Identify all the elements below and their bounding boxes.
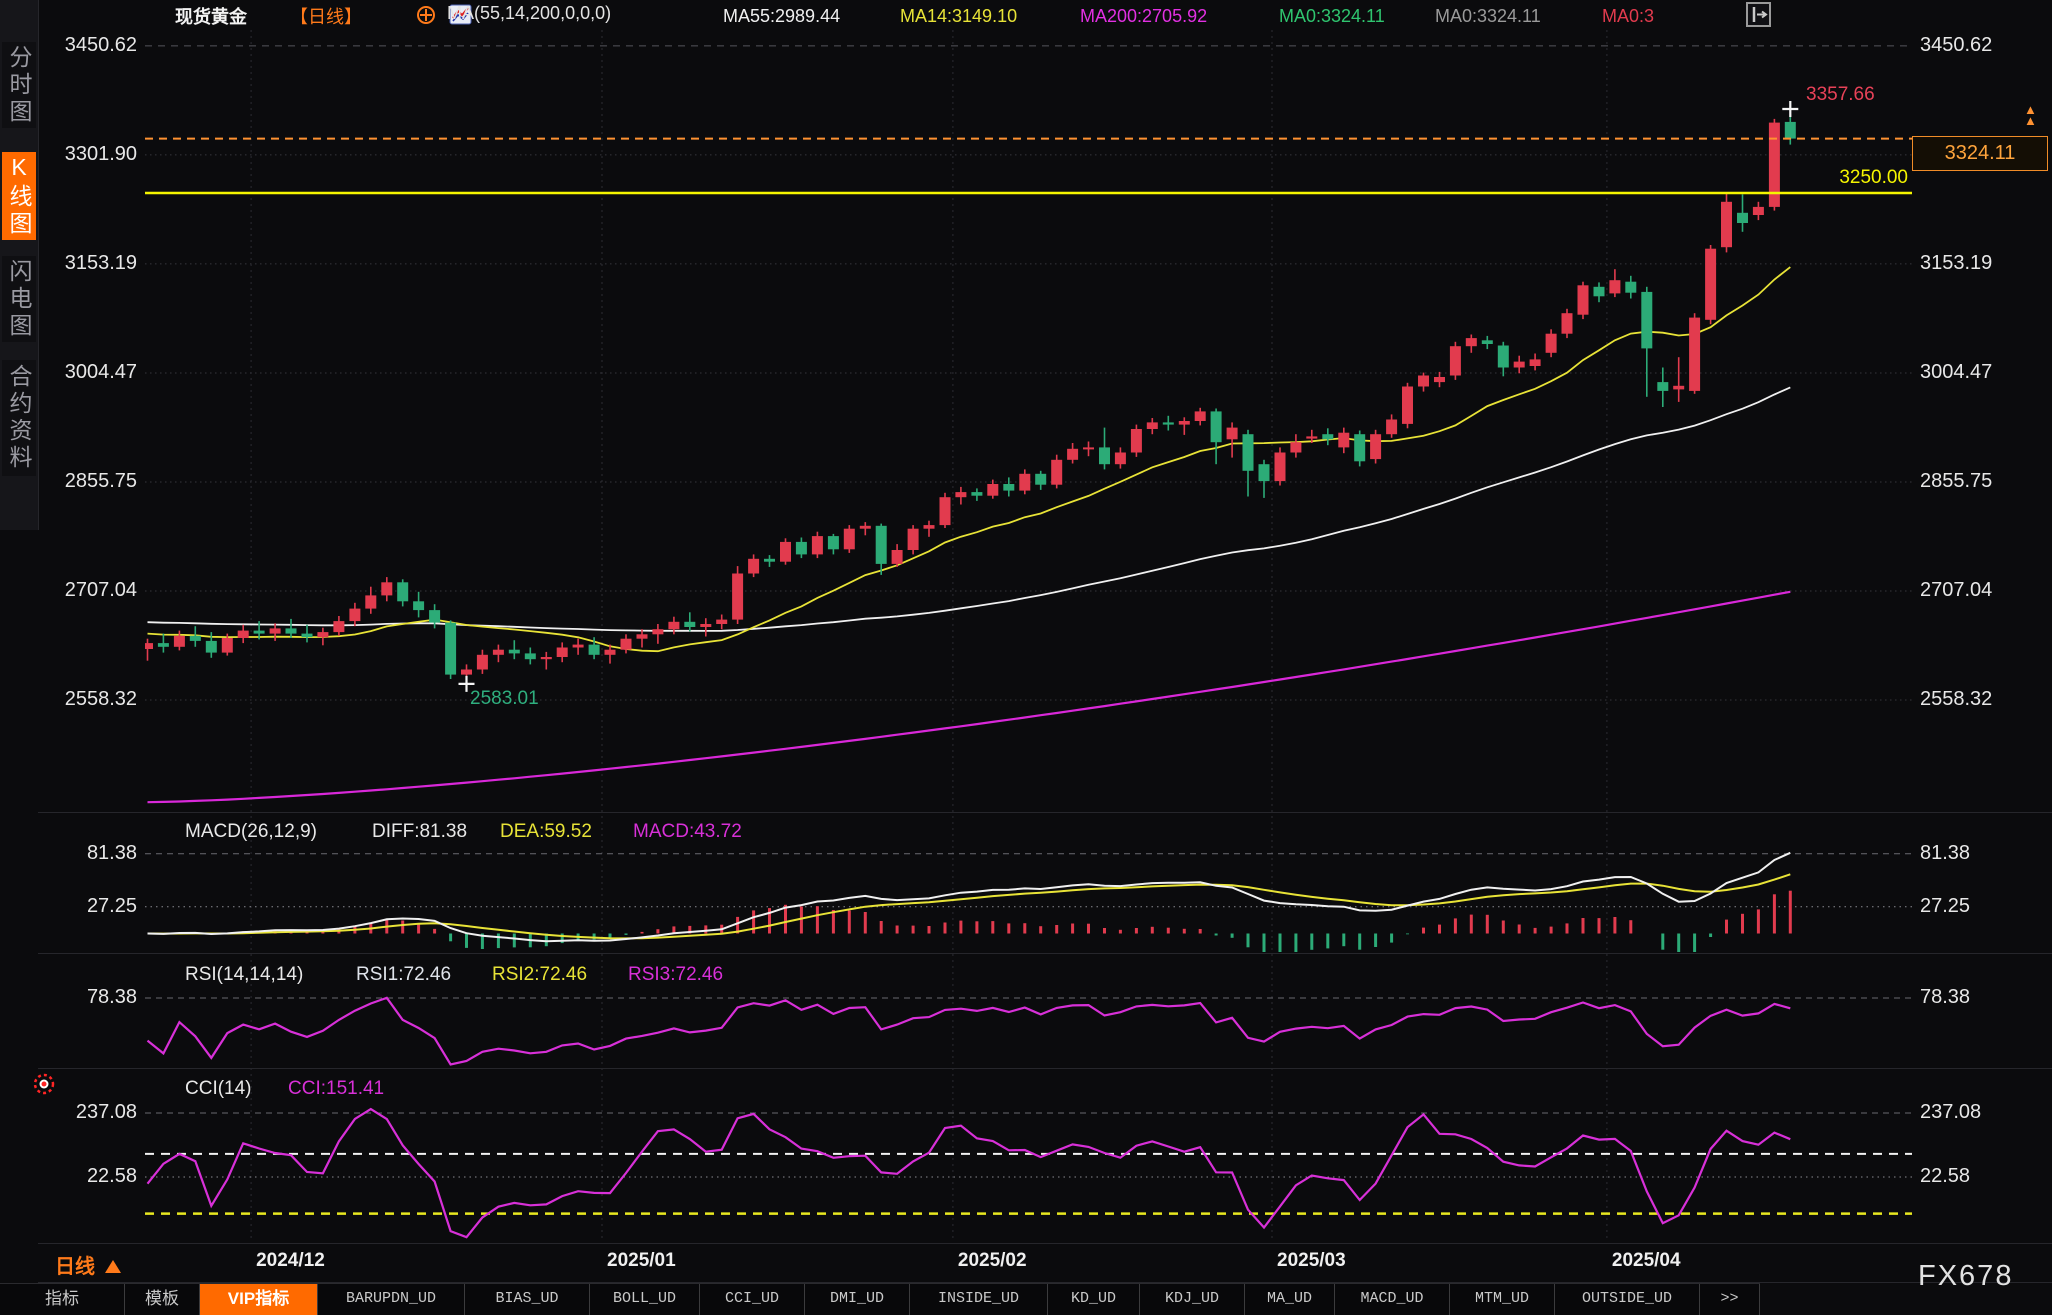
tab-dmi_ud[interactable]: DMI_UD bbox=[805, 1284, 910, 1315]
macd-title: MACD(26,12,9) bbox=[185, 821, 317, 842]
period-label: 日线 bbox=[55, 1256, 95, 1278]
tab-kd_ud[interactable]: KD_UD bbox=[1048, 1284, 1140, 1315]
tab-vip[interactable]: VIP指标 bbox=[200, 1284, 318, 1315]
price-axis-right-label: 2707.04 bbox=[1920, 579, 1993, 601]
sidebar-item-kline-active[interactable]: K线图 bbox=[2, 152, 36, 240]
price-axis-left-label: 2855.75 bbox=[64, 470, 137, 492]
rsi1-value: RSI1:72.46 bbox=[356, 964, 452, 985]
price-axis-left-label: 3004.47 bbox=[64, 361, 137, 383]
period-selector[interactable]: 日线 bbox=[55, 1250, 121, 1279]
chart-toolbar bbox=[1746, 2, 1871, 27]
indicator-axis-left-label: 81.38 bbox=[86, 841, 137, 864]
macd-dea-value: DEA:59.52 bbox=[500, 821, 592, 842]
collapse-axis-tool-icon[interactable] bbox=[1746, 2, 1868, 27]
macd-diff-value: DIFF:81.38 bbox=[372, 821, 468, 842]
cci-title: CCI(14) bbox=[185, 1078, 252, 1099]
indicator-axis-right-label: 237.08 bbox=[1920, 1101, 1982, 1123]
period-arrow-icon bbox=[105, 1260, 121, 1273]
ma-readout: MA14:3149.10 bbox=[900, 6, 1018, 26]
sidebar-item-view[interactable]: 分时图 bbox=[2, 42, 36, 128]
tab-boll_ud[interactable]: BOLL_UD bbox=[590, 1284, 700, 1315]
ma-settings-label: MA(55,14,200,0,0,0) bbox=[447, 3, 612, 23]
cci-value: CCI:151.41 bbox=[288, 1078, 385, 1099]
price-axis-left-label: 3153.19 bbox=[64, 251, 137, 274]
support-price-label: 3250.00 bbox=[1839, 167, 1908, 188]
tab-kdj_ud[interactable]: KDJ_UD bbox=[1140, 1284, 1245, 1315]
tab-[interactable]: 模板 bbox=[125, 1284, 200, 1315]
tab-[interactable]: >> bbox=[1700, 1284, 1760, 1315]
sidebar-item-view[interactable]: 闪电图 bbox=[2, 256, 36, 342]
price-axis-right-label: 2558.32 bbox=[1920, 688, 1993, 710]
indicator-axis-left-label: 237.08 bbox=[75, 1101, 137, 1123]
period-tag[interactable]: 【日线】 bbox=[290, 7, 362, 27]
ma-readout: MA0:3 bbox=[1602, 6, 1655, 26]
ma-readout: MA0:3324.11 bbox=[1435, 6, 1541, 26]
last-price-box: 3324.11 bbox=[1912, 136, 2048, 171]
price-axis-left-label: 3450.62 bbox=[64, 33, 137, 56]
watermark: FX678 bbox=[1918, 1260, 2014, 1292]
ma-readout: MA0:3324.11 bbox=[1279, 6, 1385, 26]
price-axis-left-label: 3301.90 bbox=[64, 142, 137, 165]
tab-cci_ud[interactable]: CCI_UD bbox=[700, 1284, 805, 1315]
low-price-label: 2583.01 bbox=[470, 688, 539, 709]
tab-outside_ud[interactable]: OUTSIDE_UD bbox=[1555, 1284, 1700, 1315]
ma-readout: MA200:2705.92 bbox=[1080, 6, 1208, 26]
indicator-axis-right-label: 22.58 bbox=[1920, 1165, 1971, 1187]
indicator-tab-bar: 指标 模板 VIP指标 BARUPDN_UD BIAS_UD BOLL_UD CCI_UD D… bbox=[0, 1283, 1760, 1315]
symbol-name: 现货黄金 bbox=[175, 7, 247, 27]
chart-header: 现货黄金 【日线】 MA(55,14,200,0,0,0) MA55:2989.… bbox=[38, 0, 2052, 27]
high-price-label: 3357.66 bbox=[1806, 84, 1875, 105]
xaxis-month-label: 2025/03 bbox=[1277, 1250, 1346, 1271]
xaxis-month-label: 2025/04 bbox=[1611, 1250, 1681, 1271]
indicator-axis-left-label: 22.58 bbox=[86, 1165, 137, 1187]
rsi3-value: RSI3:72.46 bbox=[628, 964, 724, 985]
price-axis-right-label: 2855.75 bbox=[1920, 470, 1993, 492]
alert-icon bbox=[33, 1073, 55, 1095]
tab-inside_ud[interactable]: INSIDE_UD bbox=[910, 1284, 1048, 1315]
tab-mtm_ud[interactable]: MTM_UD bbox=[1450, 1284, 1555, 1315]
xaxis-month-label: 2025/02 bbox=[957, 1250, 1027, 1271]
sidebar: 分时图 K线图闪电图合约资料 bbox=[0, 0, 39, 530]
price-axis-left-label: 2707.04 bbox=[64, 579, 137, 601]
xaxis-month-label: 2024/12 bbox=[256, 1250, 325, 1271]
rsi2-value: RSI2:72.46 bbox=[492, 964, 588, 985]
ma-readout: MA55:2989.44 bbox=[723, 6, 841, 26]
xaxis-month-label: 2025/01 bbox=[607, 1250, 676, 1271]
indicator-axis-left-label: 27.25 bbox=[86, 894, 137, 917]
tab-ma_ud[interactable]: MA_UD bbox=[1245, 1284, 1335, 1315]
tab-macd_ud[interactable]: MACD_UD bbox=[1335, 1284, 1450, 1315]
indicator-axis-right-label: 27.25 bbox=[1920, 894, 1971, 917]
indicator-axis-right-label: 81.38 bbox=[1920, 841, 1971, 864]
tab-bias_ud[interactable]: BIAS_UD bbox=[465, 1284, 590, 1315]
rsi-title: RSI(14,14,14) bbox=[185, 964, 304, 985]
indicator-axis-right-label: 78.38 bbox=[1920, 986, 1971, 1008]
price-axis-right-label: 3153.19 bbox=[1920, 251, 1993, 274]
price-axis-right-label: 3004.47 bbox=[1920, 361, 1993, 383]
tab-barupdn_ud[interactable]: BARUPDN_UD bbox=[318, 1284, 465, 1315]
indicator-axis-left-label: 78.38 bbox=[86, 986, 137, 1008]
scroll-up-arrows-icon[interactable]: ▲ ▲ bbox=[2024, 102, 2037, 128]
price-axis-left-label: 2558.32 bbox=[64, 688, 137, 710]
tab-[interactable]: 指标 bbox=[0, 1284, 125, 1315]
sidebar-item-view[interactable]: 合约资料 bbox=[2, 360, 36, 476]
price-axis-right-label: 3450.62 bbox=[1920, 33, 1993, 56]
macd-macd-value: MACD:43.72 bbox=[633, 821, 742, 842]
